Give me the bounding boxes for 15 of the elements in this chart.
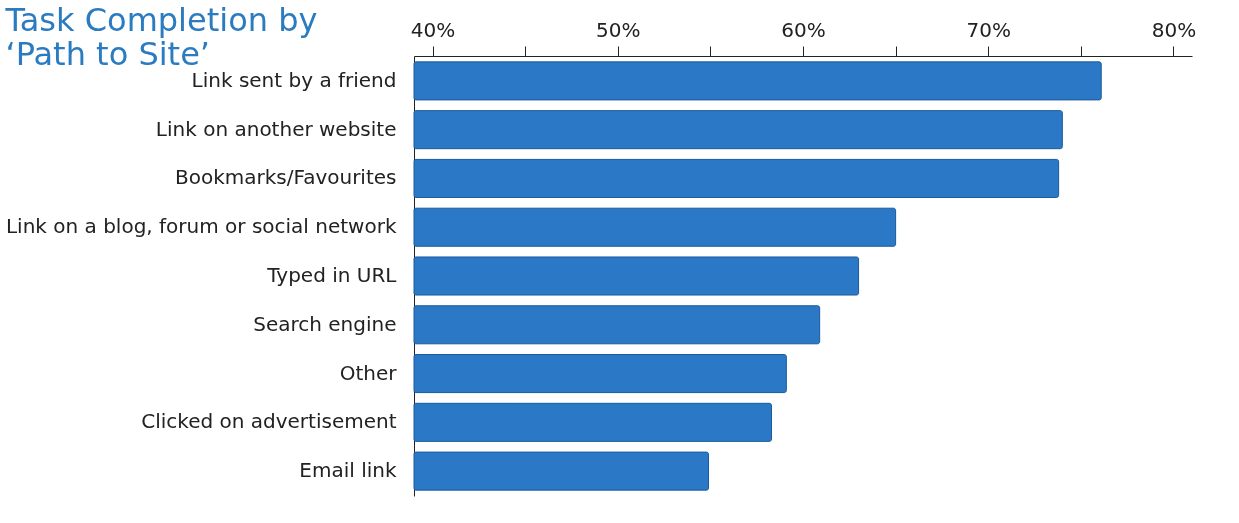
y-tick-label: Clicked on advertisement: [141, 409, 397, 434]
y-tick-label: Typed in URL: [266, 263, 398, 287]
x-tick-label: 50%: [596, 17, 641, 42]
y-tick-label: Bookmarks/Favourites: [175, 165, 397, 190]
y-tick-label: Search engine: [253, 311, 397, 336]
y-tick-label: Email link: [299, 458, 397, 483]
x-tick-label: 80%: [1151, 17, 1197, 42]
x-tick-label: 70%: [966, 17, 1011, 42]
x-tick-label: 40%: [410, 17, 456, 42]
y-tick-label: Link on a blog, forum or social network: [5, 214, 397, 239]
text: Task Completion by: [5, 1, 318, 39]
y-tick-label: Link on another website: [155, 116, 397, 141]
y-tick-label: Link sent by a friend: [191, 67, 397, 92]
y-tick-label: Other: [339, 360, 398, 385]
x-tick-label: 60%: [781, 17, 826, 42]
